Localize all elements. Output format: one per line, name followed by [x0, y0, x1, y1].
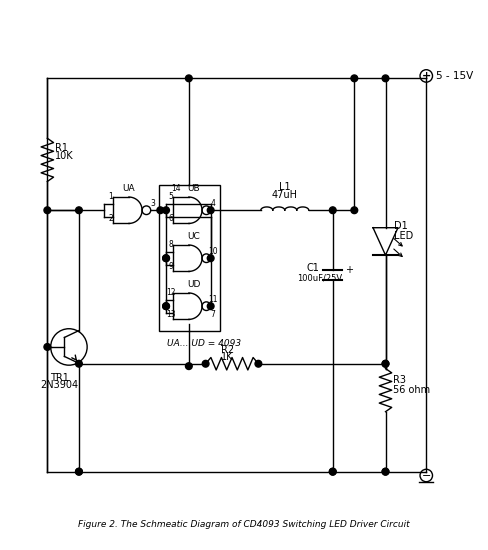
- Text: 100uF/25V: 100uF/25V: [297, 274, 342, 283]
- Text: 6: 6: [168, 214, 173, 223]
- Circle shape: [76, 468, 82, 475]
- Text: 13: 13: [166, 310, 176, 319]
- Text: 10: 10: [208, 247, 218, 256]
- Circle shape: [329, 468, 336, 475]
- Text: D1: D1: [394, 222, 408, 232]
- Circle shape: [163, 207, 169, 213]
- Circle shape: [185, 75, 192, 82]
- Circle shape: [207, 255, 214, 262]
- Circle shape: [382, 360, 389, 367]
- Circle shape: [163, 255, 169, 262]
- Text: Figure 2. The Schmeatic Diagram of CD4093 Switching LED Driver Circuit: Figure 2. The Schmeatic Diagram of CD409…: [78, 520, 410, 529]
- Text: 4: 4: [211, 199, 216, 208]
- Text: 7: 7: [211, 310, 216, 319]
- Text: +: +: [422, 71, 431, 81]
- Text: 2N3904: 2N3904: [41, 379, 79, 390]
- Circle shape: [76, 468, 82, 475]
- Circle shape: [163, 303, 169, 310]
- Circle shape: [351, 75, 358, 82]
- Circle shape: [329, 468, 336, 475]
- Circle shape: [185, 363, 192, 370]
- Bar: [159, 185, 220, 331]
- Circle shape: [44, 344, 51, 350]
- Circle shape: [351, 207, 358, 213]
- Circle shape: [76, 360, 82, 367]
- Text: 5: 5: [168, 192, 173, 201]
- Text: L1: L1: [279, 182, 290, 192]
- Text: +: +: [345, 265, 353, 274]
- Text: 10K: 10K: [55, 151, 73, 161]
- Text: 14: 14: [171, 184, 181, 193]
- Text: R2: R2: [221, 345, 234, 355]
- Text: 12: 12: [166, 288, 176, 297]
- Circle shape: [382, 360, 389, 367]
- Text: UA: UA: [122, 184, 135, 193]
- Text: 1: 1: [108, 192, 113, 201]
- Circle shape: [329, 207, 336, 213]
- Text: 1K: 1K: [221, 353, 233, 362]
- Text: 5 - 15V: 5 - 15V: [436, 71, 473, 81]
- Text: 2: 2: [108, 214, 113, 223]
- Circle shape: [255, 360, 262, 367]
- Circle shape: [202, 360, 209, 367]
- Text: R3: R3: [393, 375, 406, 385]
- Text: −: −: [422, 470, 431, 481]
- Text: UB: UB: [187, 184, 200, 193]
- Circle shape: [382, 468, 389, 475]
- Text: UC: UC: [187, 232, 200, 241]
- Text: LED: LED: [394, 231, 413, 241]
- Text: 56 ohm: 56 ohm: [393, 384, 430, 394]
- Text: 3: 3: [151, 199, 156, 208]
- Text: 8: 8: [168, 240, 173, 249]
- Text: 47uH: 47uH: [272, 190, 298, 200]
- Circle shape: [382, 468, 389, 475]
- Text: R1: R1: [55, 143, 67, 153]
- Text: 9: 9: [168, 262, 173, 271]
- Circle shape: [76, 207, 82, 213]
- Text: UA....UD = 4093: UA....UD = 4093: [167, 339, 241, 348]
- Circle shape: [207, 207, 214, 213]
- Circle shape: [207, 303, 214, 310]
- Circle shape: [163, 303, 169, 310]
- Text: TR1: TR1: [50, 372, 69, 383]
- Text: C1: C1: [306, 263, 319, 273]
- Text: 11: 11: [208, 295, 218, 304]
- Text: UD: UD: [187, 280, 200, 289]
- Circle shape: [382, 75, 389, 82]
- Circle shape: [44, 207, 51, 213]
- Circle shape: [163, 255, 169, 262]
- Circle shape: [157, 207, 163, 213]
